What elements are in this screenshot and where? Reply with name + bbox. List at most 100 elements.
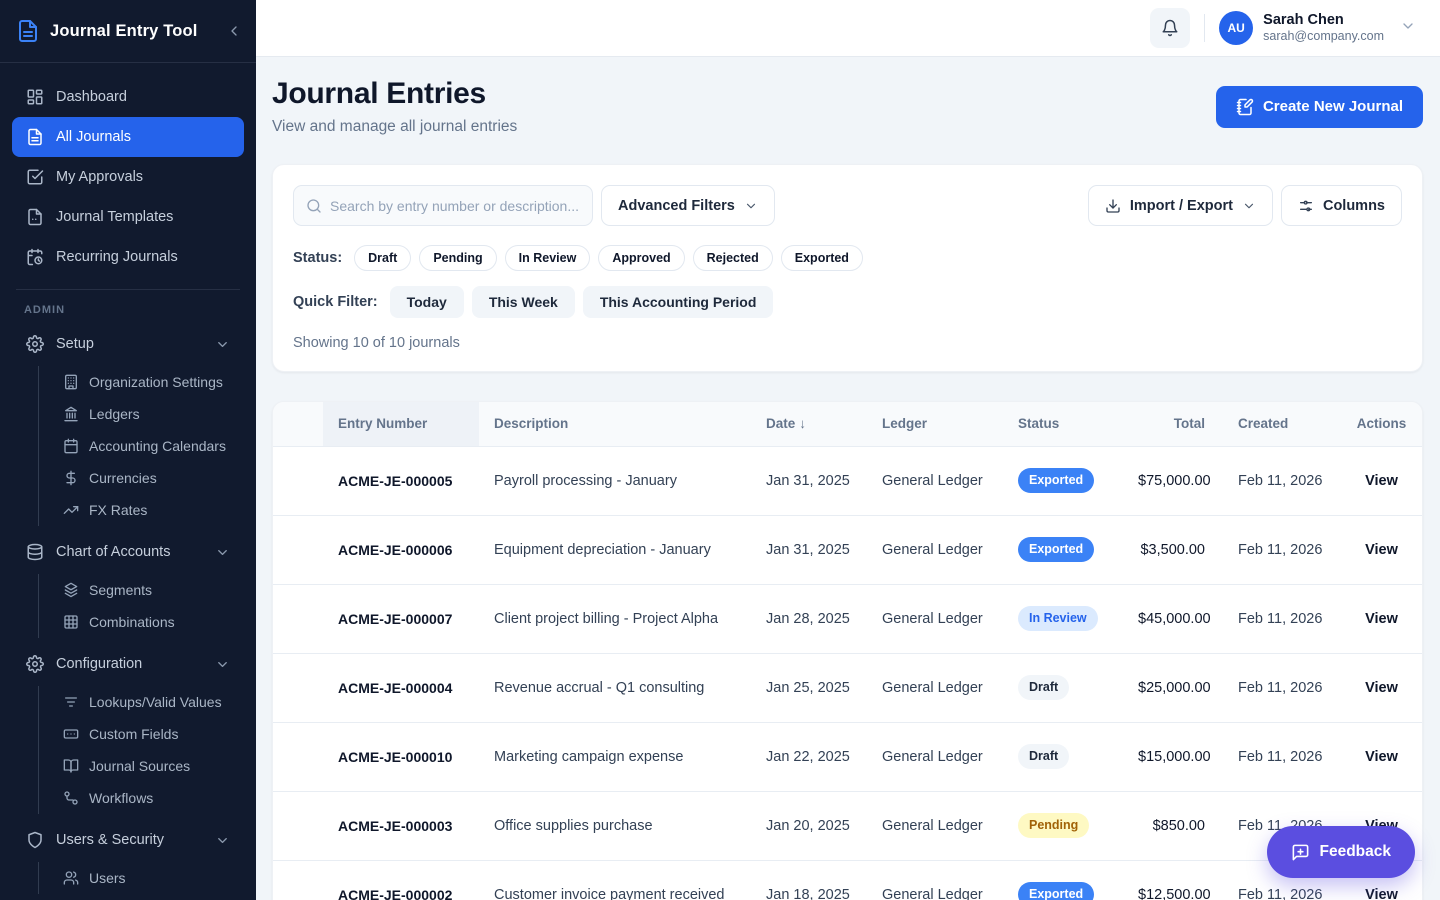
created-cell: Feb 11, 2026 <box>1223 515 1339 585</box>
description-cell-text: Payroll processing - January <box>494 472 677 489</box>
entry-number-cell: ACME-JE-000006 <box>323 515 479 585</box>
status-chip-draft[interactable]: Draft <box>354 245 412 271</box>
column-header-ledger[interactable]: Ledger <box>867 402 1003 447</box>
status-chip-exported[interactable]: Exported <box>780 245 863 271</box>
sidebar-group-users-security[interactable]: Users & Security <box>12 820 244 860</box>
sidebar-item-organization-settings[interactable]: Organization Settings <box>39 366 244 398</box>
quick-filter-this-accounting-period[interactable]: This Accounting Period <box>582 286 774 318</box>
view-link[interactable]: View <box>1365 472 1398 489</box>
quick-filter-this-week[interactable]: This Week <box>471 286 575 318</box>
quick-filter-row: Quick Filter: Today This Week This Account… <box>293 286 1402 318</box>
import-export-button[interactable]: Import / Export <box>1087 185 1273 226</box>
avatar: AU <box>1219 11 1254 45</box>
sidebar-subitem-label: Segments <box>89 582 153 598</box>
total-cell-text: $850.00 <box>1152 817 1205 834</box>
quick-filter-today[interactable]: Today <box>389 286 464 318</box>
column-header-created[interactable]: Created <box>1223 402 1339 447</box>
description-cell: Revenue accrual - Q1 consulting <box>479 653 751 723</box>
book-open-icon <box>63 758 79 774</box>
status-chip-in-review[interactable]: In Review <box>504 245 591 271</box>
sidebar-subitem-label: FX Rates <box>89 502 148 518</box>
sidebar-item-combinations[interactable]: Combinations <box>39 606 244 638</box>
sidebar-item-custom-fields[interactable]: Custom Fields <box>39 718 244 750</box>
search-input[interactable] <box>330 197 580 214</box>
sidebar-item-journal-sources[interactable]: Journal Sources <box>39 750 244 782</box>
columns-button[interactable]: Columns <box>1280 185 1402 226</box>
sidebar-item-currencies[interactable]: Currencies <box>39 462 244 494</box>
view-link[interactable]: View <box>1365 748 1398 765</box>
sidebar-item-workflows[interactable]: Workflows <box>39 782 244 814</box>
sidebar-group-configuration[interactable]: Configuration <box>12 644 244 684</box>
sidebar-logo-row: Journal Entry Tool <box>0 0 256 63</box>
table-header-spacer <box>273 402 323 447</box>
page-content: Journal Entries View and manage all jour… <box>256 57 1440 900</box>
ledger-cell-text: General Ledger <box>882 886 983 900</box>
sidebar-divider <box>16 289 240 290</box>
created-cell: Feb 11, 2026 <box>1223 653 1339 723</box>
total-cell-text: $15,000.00 <box>1138 748 1211 765</box>
feedback-button[interactable]: Feedback <box>1267 826 1415 878</box>
sidebar-item-all-journals[interactable]: All Journals <box>12 117 244 157</box>
column-header-description[interactable]: Description <box>479 402 751 447</box>
sidebar-item-fx-rates[interactable]: FX Rates <box>39 494 244 526</box>
status-cell: Pending <box>1003 791 1123 861</box>
entry-number-cell-text: ACME-JE-000003 <box>338 817 453 834</box>
sidebar-item-lookups-valid-values[interactable]: Lookups/Valid Values <box>39 686 244 718</box>
column-header-status[interactable]: Status <box>1003 402 1123 447</box>
user-menu[interactable]: AU Sarah Chen sarah@company.com <box>1219 11 1416 45</box>
status-chip-pending[interactable]: Pending <box>419 245 497 271</box>
sidebar-collapse-button[interactable] <box>226 23 242 39</box>
journals-table: Entry Number Description Date ↓ Ledger Status… <box>273 402 1422 900</box>
date-cell-text: Jan 18, 2025 <box>766 886 850 900</box>
sidebar-item-accounting-calendars[interactable]: Accounting Calendars <box>39 430 244 462</box>
column-header-actions[interactable]: Actions <box>1339 402 1422 447</box>
status-chip-rejected[interactable]: Rejected <box>692 245 773 271</box>
sidebar-group-chart-of-accounts[interactable]: Chart of Accounts <box>12 532 244 572</box>
sidebar-item-journal-templates[interactable]: Journal Templates <box>12 197 244 237</box>
ledger-cell: General Ledger <box>867 446 1003 516</box>
sidebar-item-my-approvals[interactable]: My Approvals <box>12 157 244 197</box>
notifications-button[interactable] <box>1150 8 1191 48</box>
advanced-filters-label: Advanced Filters <box>618 197 735 214</box>
total-cell-text: $3,500.00 <box>1140 541 1205 558</box>
filters-card: Advanced Filters Import / Export Columns <box>272 164 1423 372</box>
create-new-journal-button[interactable]: Create New Journal <box>1215 85 1423 128</box>
dashboard-icon <box>26 88 44 106</box>
download-icon <box>1105 198 1121 214</box>
view-link[interactable]: View <box>1365 679 1398 696</box>
sidebar-item-ledgers[interactable]: Ledgers <box>39 398 244 430</box>
sidebar-item-segments[interactable]: Segments <box>39 574 244 606</box>
view-link[interactable]: View <box>1365 610 1398 627</box>
status-filter-row: Status: Draft Pending In Review Approved Rej… <box>293 245 1402 271</box>
sidebar-item-users[interactable]: Users <box>39 862 244 894</box>
column-header-total[interactable]: Total <box>1123 402 1223 447</box>
date-cell-text: Jan 28, 2025 <box>766 610 850 627</box>
sidebar-item-label: Journal Templates <box>56 209 174 225</box>
sidebar-group-setup[interactable]: Setup <box>12 324 244 364</box>
status-badge: Exported <box>1018 537 1095 562</box>
sidebar-sublist-setup: Organization Settings Ledgers Accounting C… <box>38 366 244 526</box>
sidebar-item-dashboard[interactable]: Dashboard <box>12 77 244 117</box>
status-chip-approved[interactable]: Approved <box>598 245 685 271</box>
topbar-divider <box>1204 14 1206 42</box>
status-badge: Pending <box>1018 813 1090 838</box>
status-filter-label: Status: <box>293 250 343 266</box>
sidebar-item-recurring-journals[interactable]: Recurring Journals <box>12 237 244 277</box>
table-row: ACME-JE-000002 Customer invoice payment r… <box>273 860 1422 900</box>
sidebar-sublist-users-security: Users <box>38 862 244 894</box>
trending-up-icon <box>63 502 79 518</box>
view-link[interactable]: View <box>1365 886 1398 900</box>
actions-cell: View <box>1339 722 1422 792</box>
sidebar-admin-nav: Setup Organization Settings Ledgers Account… <box>0 322 256 900</box>
column-header-date[interactable]: Date ↓ <box>751 402 867 447</box>
view-link[interactable]: View <box>1365 541 1398 558</box>
column-header-entry-number[interactable]: Entry Number <box>323 402 479 447</box>
row-spacer-cell <box>273 515 323 585</box>
date-cell: Jan 28, 2025 <box>751 584 867 654</box>
input-field-icon <box>63 726 79 742</box>
date-cell: Jan 20, 2025 <box>751 791 867 861</box>
user-info: Sarah Chen sarah@company.com <box>1263 11 1384 45</box>
advanced-filters-button[interactable]: Advanced Filters <box>601 185 775 226</box>
shield-icon <box>26 831 44 849</box>
